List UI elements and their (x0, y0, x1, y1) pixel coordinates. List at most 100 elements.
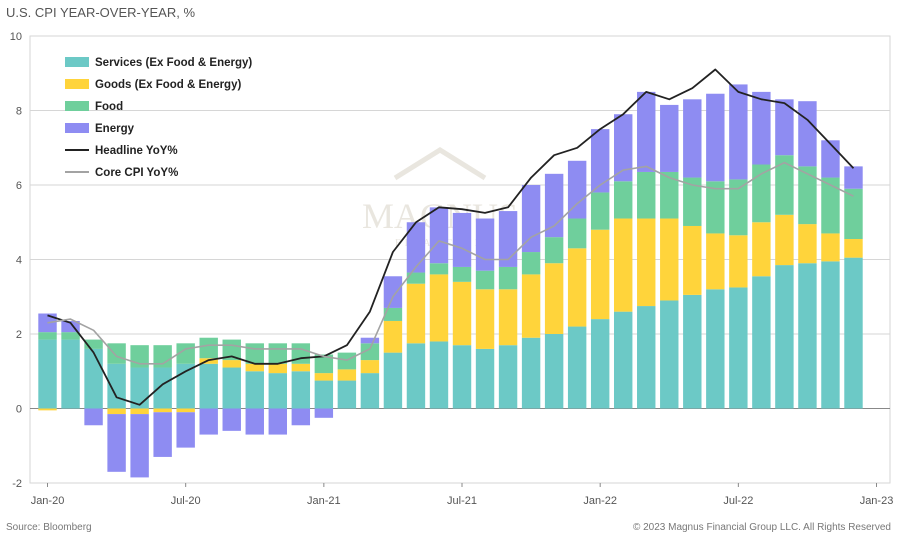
goods-bar (222, 360, 241, 368)
services-bar (567, 326, 587, 409)
services-bar (199, 363, 218, 409)
energy-bar (544, 173, 564, 238)
energy-bar (567, 160, 587, 219)
services-bar (821, 261, 840, 409)
x-tick-label: Jul-22 (723, 495, 753, 507)
y-axis-ticks: -2 0 2 4 6 8 10 (10, 31, 22, 490)
services-bar (314, 380, 334, 409)
y-tick-label: 2 (16, 329, 22, 341)
food-bar (38, 332, 57, 340)
energy-bar (429, 207, 449, 264)
goods-bar (406, 283, 426, 344)
food-bar (637, 171, 656, 219)
goods-bar (107, 408, 126, 415)
goods-bar (360, 360, 380, 374)
energy-bar (130, 414, 149, 478)
food-bar (61, 332, 80, 340)
energy-bar (821, 140, 840, 178)
services-bar (613, 311, 633, 409)
food-bar (498, 266, 518, 290)
energy-bar (775, 99, 794, 156)
energy-bar (752, 91, 771, 165)
services-bar (452, 345, 472, 409)
services-legend-swatch (65, 57, 89, 67)
food-bar (475, 270, 495, 290)
goods-bar (752, 222, 771, 277)
copyright-note: © 2023 Magnus Financial Group LLC. All R… (632, 522, 891, 533)
goods-bar (775, 214, 794, 266)
food-bar (567, 218, 587, 249)
x-tick-label: Jan-21 (307, 495, 341, 507)
goods-bar (613, 218, 633, 312)
food-bar (613, 181, 633, 219)
services-bar (291, 371, 311, 409)
goods-bar (38, 408, 57, 411)
services-bar (176, 363, 195, 409)
energy-bar (844, 166, 863, 189)
energy-legend-swatch (65, 123, 89, 133)
services-bar (38, 339, 57, 409)
energy-bar (314, 408, 334, 418)
services-bar (475, 348, 495, 409)
goods-bar (637, 218, 656, 307)
energy-bar (590, 129, 610, 193)
energy-bar (360, 337, 380, 344)
food-bar (406, 272, 426, 284)
food-bar (729, 179, 748, 236)
bars (38, 84, 863, 478)
legend: Services (Ex Food & Energy) Goods (Ex Foo… (65, 57, 252, 179)
services-bar (383, 352, 403, 409)
services-bar (337, 380, 357, 409)
goods-bar (153, 408, 172, 413)
headline-line (47, 68, 855, 406)
goods-bar (798, 224, 817, 264)
food-bar (291, 343, 311, 364)
food-bar (337, 352, 357, 370)
energy-bar (498, 211, 518, 267)
services-bar (729, 287, 748, 409)
energy-bar (153, 412, 172, 457)
food-bar (752, 164, 771, 223)
food-bar (107, 343, 126, 364)
food-bar (683, 177, 702, 226)
services-bar (429, 341, 449, 409)
lines (47, 68, 855, 406)
x-tick-label: Jan-23 (860, 495, 894, 507)
energy-bar (683, 99, 702, 178)
energy-bar (452, 212, 472, 267)
goods-bar (590, 229, 610, 320)
source-note: Source: Bloomberg (6, 522, 92, 533)
goods-legend-label: Goods (Ex Food & Energy) (95, 79, 241, 91)
goods-bar (268, 363, 288, 374)
energy-bar (729, 84, 748, 180)
energy-bar (798, 101, 817, 167)
food-bar (360, 343, 380, 361)
watermark-roof-icon (393, 147, 487, 181)
food-legend-swatch (65, 101, 89, 111)
goods-bar (429, 274, 449, 342)
food-bar (383, 307, 403, 321)
energy-bar (613, 114, 633, 182)
energy-bar (84, 408, 103, 426)
energy-bar (268, 408, 288, 435)
food-legend-label: Food (95, 101, 123, 113)
services-bar (61, 339, 80, 409)
services-bar (798, 263, 817, 409)
services-bar (683, 294, 702, 409)
food-bar (452, 266, 472, 282)
food-bar (429, 263, 449, 275)
chart-title: U.S. CPI YEAR-OVER-YEAR, % (6, 5, 196, 20)
energy-bar (61, 320, 80, 333)
goods-bar (567, 248, 587, 327)
goods-bar (729, 235, 748, 288)
energy-legend-label: Energy (95, 123, 135, 135)
energy-bar (660, 104, 679, 172)
food-bar (521, 252, 541, 275)
goods-bar (683, 225, 702, 295)
services-legend-label: Services (Ex Food & Energy) (95, 57, 252, 69)
services-bar (844, 257, 863, 409)
y-tick-label: 6 (16, 180, 22, 192)
energy-bar (475, 218, 495, 271)
services-bar (84, 348, 103, 409)
